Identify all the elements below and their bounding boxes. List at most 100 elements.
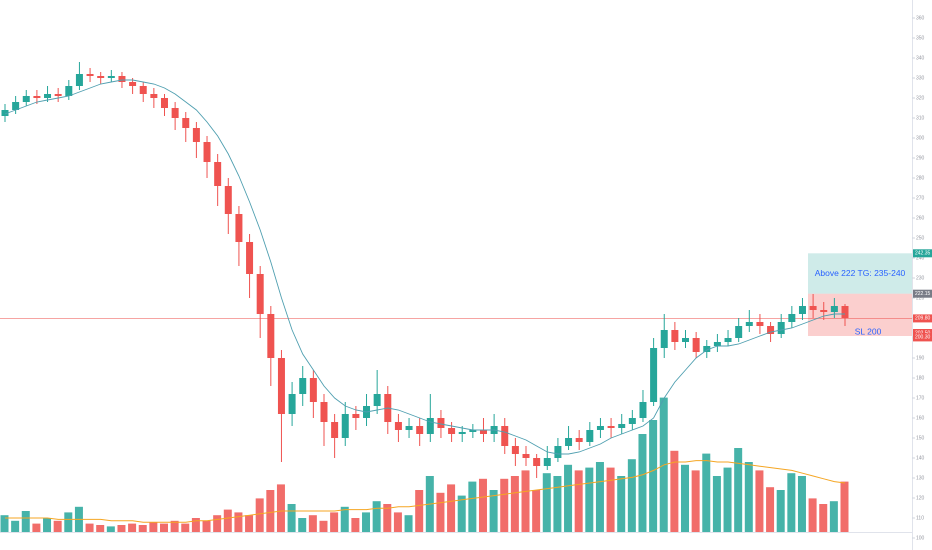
y-tick-label: 100	[916, 535, 925, 541]
volume-bar	[840, 481, 849, 532]
candle-body	[586, 430, 594, 442]
target-text: Above 222 TG: 235-240	[815, 268, 906, 278]
candle-body	[830, 306, 838, 312]
y-tick-label: 260	[916, 215, 925, 221]
volume-bar	[85, 523, 94, 532]
candle-body	[235, 214, 243, 242]
candle-body	[724, 338, 732, 342]
candle-body	[682, 338, 690, 342]
volume-bar	[627, 459, 636, 532]
candle-body	[22, 96, 30, 102]
volume-bar	[223, 509, 232, 532]
y-tick-label: 230	[916, 275, 925, 281]
price-marker	[913, 249, 932, 258]
volume-bar	[478, 478, 487, 532]
candle-body	[426, 418, 434, 434]
price-marker-label: 200.30	[915, 335, 931, 341]
y-tick-label: 240	[916, 255, 925, 261]
volume-bar	[298, 518, 307, 532]
volume-bar	[21, 511, 30, 532]
volume-bar	[308, 515, 317, 532]
volume-bar	[415, 490, 424, 532]
candle-body	[501, 426, 509, 446]
volume-bar	[11, 520, 20, 532]
volume-bar	[670, 450, 679, 532]
volume-bar	[564, 464, 573, 532]
volume-bar	[553, 476, 562, 532]
candle-body	[841, 306, 849, 318]
y-tick-label: 120	[916, 495, 925, 501]
y-tick-label: 280	[916, 175, 925, 181]
candle-body	[192, 128, 200, 142]
candle-body	[448, 428, 456, 434]
candle-body	[713, 342, 721, 346]
candle-body	[777, 322, 785, 334]
volume-bar	[149, 522, 158, 532]
candle-body	[246, 242, 254, 274]
volume-bar	[234, 512, 243, 532]
candle-body	[150, 94, 158, 98]
volume-bar	[319, 520, 328, 532]
candle-body	[479, 430, 487, 434]
y-tick-label: 150	[916, 435, 925, 441]
price-marker	[913, 314, 932, 323]
y-tick-label: 220	[916, 295, 925, 301]
y-tick-label: 160	[916, 415, 925, 421]
candle-body	[511, 446, 519, 454]
y-tick-label: 320	[916, 95, 925, 101]
stop-zone	[808, 293, 912, 336]
volume-bar	[776, 490, 785, 532]
candle-body	[341, 414, 349, 438]
candle-body	[54, 94, 62, 96]
candle-body	[65, 86, 73, 96]
volume-bar	[797, 476, 806, 532]
volume-bar	[500, 478, 509, 532]
volume-bar	[723, 467, 732, 532]
candle-body	[554, 446, 562, 458]
candle-body	[160, 98, 168, 108]
volume-bar	[255, 498, 264, 532]
candle-body	[660, 330, 668, 348]
volume-bar	[213, 515, 222, 532]
volume-bar	[181, 523, 190, 532]
y-tick-label: 180	[916, 375, 925, 381]
candle-body	[458, 432, 466, 434]
candle-body	[416, 426, 424, 434]
volume-bar	[436, 492, 445, 532]
candle-body	[352, 414, 360, 418]
volume-bar	[43, 518, 52, 532]
volume-bar	[362, 512, 371, 532]
volume-bar	[457, 495, 466, 532]
candle-body	[44, 94, 52, 98]
price-marker	[913, 289, 932, 298]
volume-bar	[649, 420, 658, 532]
volume-bar	[0, 515, 9, 532]
target-zone	[808, 253, 912, 294]
volume-bar	[489, 490, 498, 532]
volume-bar	[128, 523, 137, 532]
volume-bar	[276, 484, 285, 532]
candle-body	[405, 426, 413, 430]
volume-ma-line	[5, 460, 846, 523]
volume-bar	[393, 512, 402, 532]
stop-text: SL 200	[855, 326, 882, 336]
candle-body	[97, 76, 105, 78]
candle-body	[809, 306, 817, 310]
volume-bar	[542, 473, 551, 532]
ma-line	[4, 79, 845, 455]
y-tick-label: 290	[916, 155, 925, 161]
volume-bar	[787, 473, 796, 532]
volume-bar	[159, 523, 168, 532]
candle-body	[543, 458, 551, 466]
volume-bar	[755, 470, 764, 532]
candle-body	[75, 74, 83, 86]
candle-body	[139, 86, 147, 94]
volume-bar	[372, 501, 381, 532]
y-tick-label: 190	[916, 355, 925, 361]
volume-bar	[383, 504, 392, 532]
volume-bar	[191, 518, 200, 532]
candle-body	[394, 422, 402, 430]
candle-body	[607, 426, 615, 428]
